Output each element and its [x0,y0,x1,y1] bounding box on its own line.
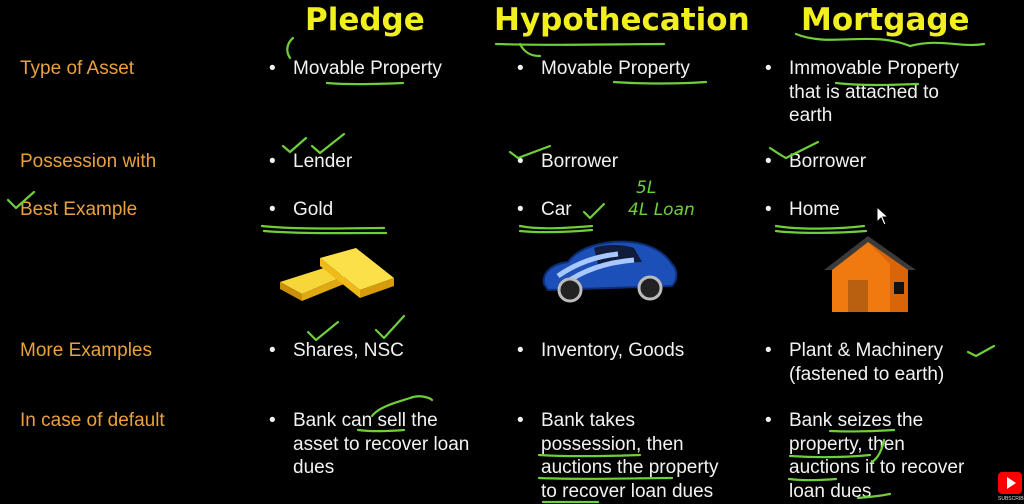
row-label-best-example: Best Example [20,199,138,220]
bullet: • [269,410,276,431]
bullet: • [765,410,772,431]
youtube-subscribe-icon[interactable] [998,472,1022,494]
bullet: • [765,151,772,172]
cell-more-pledge: • Shares, NSC [269,340,404,361]
house-icon [824,236,916,312]
bullet: • [269,340,276,361]
row-label-more-examples: More Examples [20,340,152,361]
cell-default-hypothecation: • Bank takes possession, then auctions t… [517,410,719,502]
cell-example-pledge: • Gold [269,199,334,220]
bullet: • [517,151,524,172]
subscribe-caption: SUBSCRIBE [998,496,1024,502]
gold-bars-icon [280,248,394,301]
bullet: • [765,58,772,79]
cell-example-mortgage: • Home [765,199,840,220]
column-heading-pledge: Pledge [305,2,425,38]
cell-possession-hypothecation: • Borrower [517,151,619,172]
bullet: • [517,58,524,79]
column-heading-mortgage: Mortgage [801,2,970,38]
bullet: • [269,151,276,172]
row-label-in-case-of-default: In case of default [20,410,165,431]
cell-possession-pledge: • Lender [269,151,353,172]
handwritten-note-5l: 5L [636,178,657,198]
row-label-type-of-asset: Type of Asset [20,58,135,79]
cell-more-hypothecation: • Inventory, Goods [517,340,685,361]
bullet: • [269,199,276,220]
bullet: • [517,410,524,431]
cell-more-mortgage: • Plant & Machinery (fastened to earth) [765,340,945,385]
cell-default-mortgage: • Bank seizes the property, then auction… [765,410,965,502]
bullet: • [765,199,772,220]
bullet: • [517,199,524,220]
cell-possession-mortgage: • Borrower [765,151,867,172]
cell-type-hypothecation: • Movable Property [517,58,690,79]
cell-example-hypothecation: • Car [517,199,572,220]
bullet: • [269,58,276,79]
cell-default-pledge: • Bank can sell the asset to recover loa… [269,410,470,478]
handwritten-note-4l-loan: 4L Loan [628,200,695,220]
car-icon [542,240,678,303]
bullet: • [765,340,772,361]
column-heading-hypothecation: Hypothecation [494,2,750,38]
row-label-possession-with: Possession with [20,151,157,172]
cell-type-mortgage: • Immovable Property that is attached to… [765,58,960,126]
mouse-cursor-icon [876,206,890,226]
bullet: • [517,340,524,361]
cell-type-pledge: • Movable Property [269,58,442,79]
